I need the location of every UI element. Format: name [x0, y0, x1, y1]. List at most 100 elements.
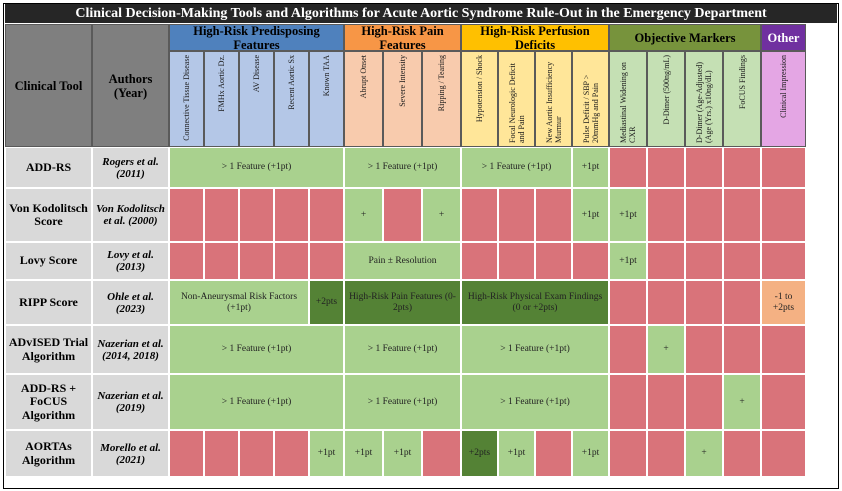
row-authors-label: Morello et al. (2021) — [100, 441, 161, 466]
cell-absent — [609, 430, 647, 477]
column-header-label: D-Dimer (Age-Adjusted) (Age (Yrs.) x10ng… — [695, 61, 713, 143]
cell-absent — [761, 325, 806, 374]
cell-value: +1pt — [354, 448, 373, 458]
column-header-label: Known TAA — [322, 55, 331, 97]
cell-present: > 1 Feature (+1pt) — [169, 147, 344, 188]
cell-absent — [204, 242, 239, 280]
cell-absent — [239, 430, 274, 477]
cell-value: High-Risk Physical Exam Findings (0 or +… — [467, 291, 603, 313]
cell-present: + — [344, 188, 383, 242]
cell-absent — [647, 280, 685, 325]
row-tool-6: ADD-RS + FoCUS Algorithm — [5, 374, 92, 430]
group-header-perfusion: High-Risk Perfusion Deficits — [461, 24, 609, 51]
cell-present: +1pt — [498, 430, 535, 477]
column-header-label: Mediastinal Widening on CXR — [619, 62, 637, 143]
cell-absent — [723, 188, 761, 242]
cell-absent — [422, 430, 461, 477]
cell-present: > 1 Feature (+1pt) — [461, 147, 572, 188]
row-tool-5: ADvISED Trial Algorithm — [5, 325, 92, 374]
cell-absent — [647, 374, 685, 430]
row-tool-3: Lovy Score — [5, 242, 92, 280]
cell-absent — [309, 188, 344, 242]
cell-value: +1pt — [317, 448, 336, 458]
cell-value: > 1 Feature (+1pt) — [221, 396, 292, 407]
cell-absent — [647, 147, 685, 188]
cell-present: +1pt — [572, 430, 609, 477]
cell-absent — [239, 242, 274, 280]
cell-absent — [723, 280, 761, 325]
cell-present: > 1 Feature (+1pt) — [461, 325, 609, 374]
cell-present: +1pt — [309, 430, 344, 477]
cell-present: + — [723, 374, 761, 430]
row-tool-label: ADvISED Trial Algorithm — [8, 335, 89, 363]
header-authors-label: Authors (Year) — [108, 71, 153, 100]
row-authors-3: Lovy et al. (2013) — [92, 242, 169, 280]
row-tool-label: AORTAs Algorithm — [21, 439, 76, 467]
row-authors-5: Nazerian et al. (2014, 2018) — [92, 325, 169, 374]
row-authors-label: Lovy et al. (2013) — [107, 249, 154, 273]
cell-absent — [647, 242, 685, 280]
cell-absent — [761, 430, 806, 477]
row-tool-2: Von Kodolitsch Score — [5, 188, 92, 242]
cell-absent — [383, 188, 422, 242]
column-header-label: Recent Aortic Sx — [287, 55, 296, 110]
cell-absent — [723, 430, 761, 477]
cell-present: Pain ± Resolution — [344, 242, 461, 280]
cell-present: -1 to +2pts — [761, 280, 806, 325]
cell-value: > 1 Feature (+1pt) — [221, 344, 292, 354]
column-header-label: FMHx Aortic Dz. — [217, 55, 226, 112]
cell-absent — [609, 147, 647, 188]
row-tool-label: Lovy Score — [19, 253, 78, 268]
aortic-syndrome-table: Clinical Tool Authors (Year) High-Risk Pre… — [5, 24, 837, 487]
cell-absent — [761, 242, 806, 280]
column-header-label: Connective Tissue Disease — [182, 55, 191, 141]
row-authors-7: Morello et al. (2021) — [92, 430, 169, 477]
column-header-label: Clinical Impression — [779, 55, 788, 118]
column-header-label: D-Dimer (500ng/mL) — [661, 55, 671, 125]
row-tool-4: RIPP Score — [5, 280, 92, 325]
group-header-other: Other — [761, 24, 806, 51]
column-header-label: Pulse Deficit / SBP > 20mmHg and Pain — [581, 74, 600, 143]
cell-present: +1pt — [572, 147, 609, 188]
cell-present: +1pt — [609, 188, 647, 242]
cell-value: + — [438, 209, 445, 220]
column-header: Recent Aortic Sx — [274, 51, 309, 147]
cell-value: > 1 Feature (+1pt) — [500, 344, 570, 354]
cell-value: > 1 Feature (+1pt) — [367, 344, 438, 354]
cell-value: > 1 Feature (+1pt) — [367, 396, 438, 407]
cell-present: > 1 Feature (+1pt) — [344, 147, 461, 188]
group-header-label: Other — [767, 30, 800, 45]
cell-absent — [461, 242, 498, 280]
cell-absent — [535, 430, 572, 477]
cell-absent — [723, 242, 761, 280]
cell-absent — [274, 430, 309, 477]
column-header: New Aortic Insufficiency Murmur — [535, 51, 572, 147]
cell-absent — [609, 374, 647, 430]
cell-absent — [498, 188, 535, 242]
column-header-label: FoCUS Findings — [737, 55, 747, 110]
row-tool-label: RIPP Score — [19, 294, 78, 309]
cell-absent — [461, 188, 498, 242]
cell-absent — [647, 188, 685, 242]
cell-value: + — [701, 448, 707, 458]
row-authors-4: Ohle et al. (2023) — [92, 280, 169, 325]
cell-present: High-Risk Physical Exam Findings (0 or +… — [461, 280, 609, 325]
cell-absent — [274, 188, 309, 242]
cell-value: > 1 Feature (+1pt) — [221, 162, 292, 172]
cell-absent — [761, 188, 806, 242]
cell-absent — [169, 242, 204, 280]
row-authors-label: Von Kodolitsch et al. (2000) — [96, 203, 165, 227]
cell-value: -1 to +2pts — [772, 291, 795, 313]
cell-absent — [761, 147, 806, 188]
column-header: Severe Intensity — [383, 51, 422, 147]
cell-absent — [685, 188, 723, 242]
cell-absent — [685, 325, 723, 374]
header-clinical-tool-label: Clinical Tool — [14, 78, 83, 93]
cell-present: > 1 Feature (+1pt) — [169, 374, 344, 430]
cell-absent — [723, 147, 761, 188]
table-title: Clinical Decision-Making Tools and Algor… — [5, 4, 837, 23]
cell-value: +1pt — [619, 209, 637, 220]
cell-absent — [169, 430, 204, 477]
cell-value: Non-Aneurysmal Risk Factors (+1pt) — [180, 291, 298, 313]
cell-absent — [169, 188, 204, 242]
